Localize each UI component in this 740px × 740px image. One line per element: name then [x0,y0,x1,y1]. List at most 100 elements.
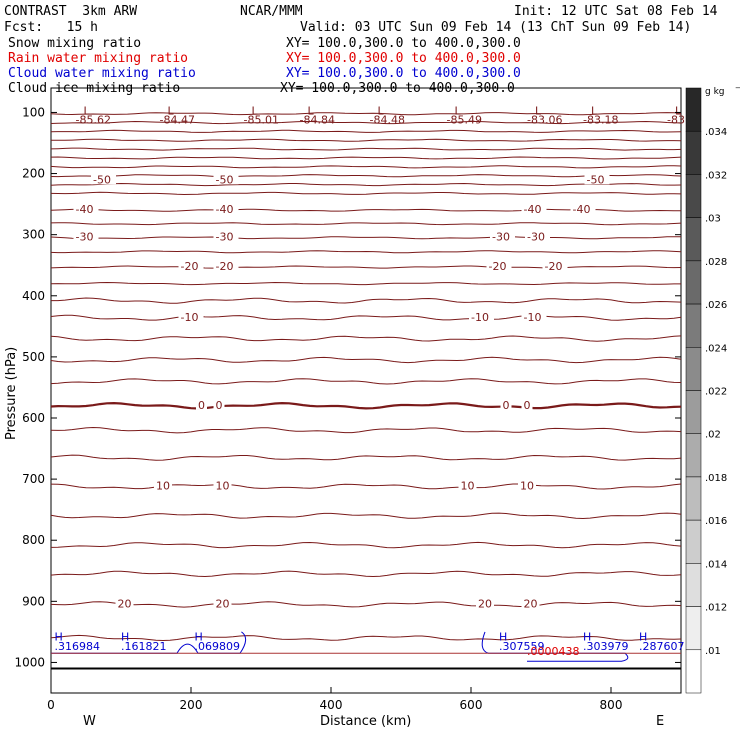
colorbar-unit: g kg [705,87,725,97]
temperature-contour-label: 0 [216,399,223,412]
contour-label-bg [115,596,134,609]
contour-label-bg [196,397,207,410]
colorbar-swatch [685,347,702,391]
cloud-high-value: .307559 [499,640,545,653]
isotherm-contour [50,156,682,160]
cloud-high-marker: H [639,630,647,643]
contour-label-bg [213,596,232,609]
temperature-contour-label: -30 [76,231,94,244]
contour-label-bg [525,229,550,242]
temperature-contour-label: 20 [524,597,538,610]
low-value-label: -85.62 [76,113,111,126]
colorbar-swatch [685,606,702,651]
contour-label-bg [584,172,610,185]
rain-value: .0000438 [527,645,580,658]
colorbar-swatch [685,260,702,305]
contour-label-bg [486,259,512,272]
isotherm-contour [50,335,682,342]
isotherm-contour [51,138,682,142]
cloud-high-value: .069809 [195,640,241,653]
low-marker: L [168,104,175,117]
isotherm-contour [50,147,682,151]
temperature-contour-label: 10 [156,479,170,492]
temperature-contour-label: 10 [520,479,534,492]
low-value-label: -83.18 [583,113,618,126]
cloud-high-marker: H [55,630,63,643]
temperature-contour-label: 0 [198,399,205,412]
colorbar-label: .014 [705,559,727,570]
temperature-contour-label: -20 [216,260,234,273]
isotherm-contour [50,129,682,133]
y-tick-label: 300 [22,228,45,242]
colorbar-swatch [685,563,702,607]
colorbar-label: .012 [705,603,727,614]
y-tick-label: 600 [22,411,45,425]
center-title: NCAR/MMM [240,4,303,19]
colorbar-label: .01 [705,646,721,657]
plot-frame [50,87,682,694]
colorbar-unit-exponent: −1 [735,84,740,92]
cloud-high-marker: H [583,630,591,643]
isotherm-contour [50,601,682,608]
left-title: CONTRAST 3km ARW [4,4,138,19]
cloud-high-value: .287607 [639,640,685,653]
colorbar-label: .024 [705,343,727,354]
isotherm-contour [50,512,682,520]
y-tick-label: 700 [22,472,45,486]
contour-label-bg [213,172,239,185]
temperature-contour-label: -30 [527,231,545,244]
contour-label-bg [73,202,99,215]
contour-label-bg [476,596,494,609]
temperature-contour-label: -50 [587,173,605,186]
contour-label-bg [521,309,547,322]
isotherm-contour [50,356,682,364]
isotherm-contour [50,401,682,410]
temperature-contour-label: 10 [461,479,475,492]
field-name-rain: Rain water mixing ratio [8,51,189,66]
temperature-contour-label: -20 [181,260,199,273]
colorbar-label: .03 [705,214,721,225]
low-marker: L [252,104,259,117]
colorbar-swatch [685,390,702,434]
valid-time: Valid: 03 UTC Sun 09 Feb 14 (13 ChT Sun … [300,20,692,35]
x-tick-label: 400 [320,698,343,712]
temperature-contour-label: -20 [545,260,563,273]
isotherm-contour [50,454,682,461]
temperature-contour-label: -40 [573,203,591,216]
low-value-label: -84.84 [300,113,335,126]
temperature-contour-label: 20 [118,597,132,610]
contour-label-bg [213,229,239,242]
contour-label-bg [178,259,204,272]
colorbar-swatch [685,174,702,218]
low-marker: L [84,104,91,117]
field-name-cloud-water: Cloud water mixing ratio [8,66,196,81]
y-tick-label: 200 [22,167,45,181]
temperature-contour-label: 20 [478,597,492,610]
isotherm-contour [50,120,682,125]
low-marker: L [455,104,462,117]
isotherm-contour [50,222,682,226]
low-marker: L [378,104,385,117]
colorbar-swatch [685,130,702,175]
isotherm-contour [50,265,682,269]
contour-label-bg [570,202,596,215]
temperature-contour-label: -40 [524,203,542,216]
contour-label-bg [91,172,116,185]
east-label: E [656,714,664,729]
cloud-high-marker: H [499,630,507,643]
contour-label-bg [213,202,239,215]
x-tick-label: 600 [460,698,483,712]
colorbar-swatch [685,519,702,564]
colorbar-label: .026 [705,300,727,311]
y-tick-label: 1000 [14,655,45,669]
colorbar-label: .02 [705,430,721,441]
colorbar-label: .028 [705,257,727,268]
cloud-high-marker: H [195,630,203,643]
temperature-contour-label: -30 [492,231,510,244]
cloud-high-marker: H [121,630,129,643]
low-marker: L [535,104,542,117]
field-xy-cloud-water: XY= 100.0,300.0 to 400.0,300.0 [286,66,521,81]
isotherm-contour [50,250,682,254]
y-tick-label: 100 [22,105,45,119]
colorbar-label: .032 [705,170,727,181]
